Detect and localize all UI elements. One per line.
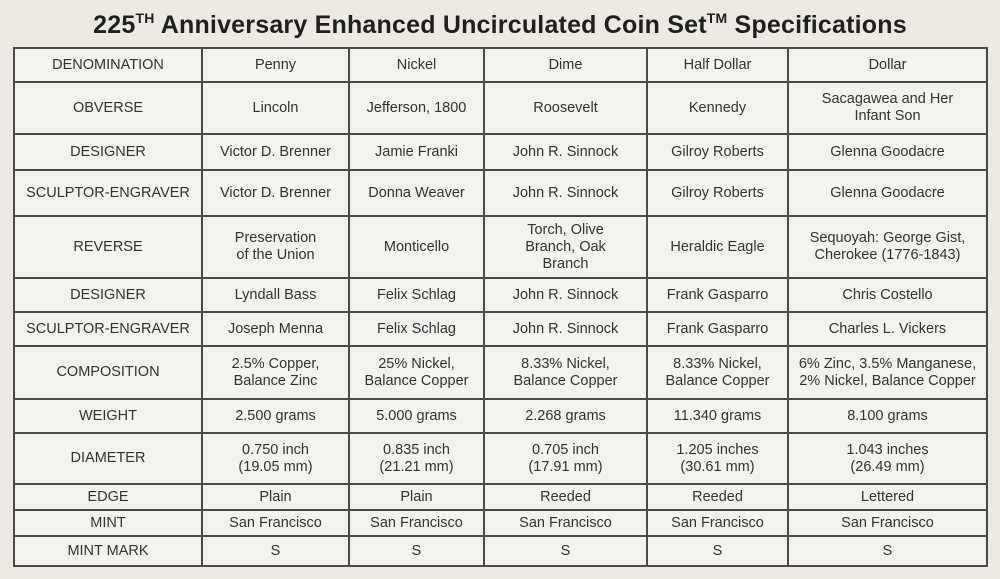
table-cell: San Francisco bbox=[201, 509, 350, 537]
table-cell: 2.5% Copper, Balance Zinc bbox=[201, 345, 350, 400]
table-row: COMPOSITION 2.5% Copper, Balance Zinc 25% N… bbox=[13, 345, 988, 400]
specifications-table: DENOMINATION Penny Nickel Dime Half Dollar Do… bbox=[13, 47, 988, 567]
row-label: OBVERSE bbox=[13, 81, 203, 135]
table-cell: 0.705 inch (17.91 mm) bbox=[483, 432, 648, 485]
table-cell: Dime bbox=[483, 47, 648, 83]
table-cell: Frank Gasparro bbox=[646, 277, 789, 313]
table-cell: Felix Schlag bbox=[348, 311, 485, 347]
row-label: REVERSE bbox=[13, 215, 203, 279]
table-cell: S bbox=[483, 535, 648, 567]
table-cell: Nickel bbox=[348, 47, 485, 83]
table-cell: 25% Nickel, Balance Copper bbox=[348, 345, 485, 400]
table-cell: Donna Weaver bbox=[348, 169, 485, 217]
title-text: Anniversary Enhanced Uncirculated Coin S… bbox=[154, 11, 707, 39]
table-cell: 1.205 inches (30.61 mm) bbox=[646, 432, 789, 485]
title-end: Specifications bbox=[727, 11, 907, 39]
table-cell: John R. Sinnock bbox=[483, 277, 648, 313]
table-row: SCULPTOR-ENGRAVER Victor D. Brenner Donna … bbox=[13, 169, 988, 217]
table-cell: 2.268 grams bbox=[483, 398, 648, 434]
table-cell: Roosevelt bbox=[483, 81, 648, 135]
table-cell: Gilroy Roberts bbox=[646, 133, 789, 171]
table-cell: Reeded bbox=[646, 483, 789, 511]
row-label: DENOMINATION bbox=[13, 47, 203, 83]
table-cell: Plain bbox=[348, 483, 485, 511]
table-cell: San Francisco bbox=[483, 509, 648, 537]
table-cell: Penny bbox=[201, 47, 350, 83]
table-row: WEIGHT 2.500 grams 5.000 grams 2.268 grams 1… bbox=[13, 398, 988, 434]
table-cell: John R. Sinnock bbox=[483, 133, 648, 171]
title-number: 225 bbox=[93, 11, 136, 39]
row-label: MINT MARK bbox=[13, 535, 203, 567]
table-row: DENOMINATION Penny Nickel Dime Half Dollar Do… bbox=[13, 47, 988, 83]
row-label: WEIGHT bbox=[13, 398, 203, 434]
table-cell: 0.750 inch (19.05 mm) bbox=[201, 432, 350, 485]
page-title: 225TH Anniversary Enhanced Uncirculated … bbox=[0, 10, 1000, 40]
table-cell: Half Dollar bbox=[646, 47, 789, 83]
table-cell: Monticello bbox=[348, 215, 485, 279]
table-cell: John R. Sinnock bbox=[483, 311, 648, 347]
row-label: DESIGNER bbox=[13, 133, 203, 171]
table-cell: 8.100 grams bbox=[787, 398, 988, 434]
table-cell: Dollar bbox=[787, 47, 988, 83]
table-cell: Torch, Olive Branch, Oak Branch bbox=[483, 215, 648, 279]
row-label: DESIGNER bbox=[13, 277, 203, 313]
row-label: SCULPTOR-ENGRAVER bbox=[13, 311, 203, 347]
table-row: OBVERSE Lincoln Jefferson, 1800 Roosevelt Ke… bbox=[13, 81, 988, 135]
table-cell: Jefferson, 1800 bbox=[348, 81, 485, 135]
table-row: SCULPTOR-ENGRAVER Joseph Menna Felix Schla… bbox=[13, 311, 988, 347]
table-cell: Frank Gasparro bbox=[646, 311, 789, 347]
table-cell: S bbox=[787, 535, 988, 567]
table-cell: Reeded bbox=[483, 483, 648, 511]
row-label: SCULPTOR-ENGRAVER bbox=[13, 169, 203, 217]
table-cell: 11.340 grams bbox=[646, 398, 789, 434]
table-cell: 2.500 grams bbox=[201, 398, 350, 434]
table-cell: Glenna Goodacre bbox=[787, 169, 988, 217]
table-cell: 8.33% Nickel, Balance Copper bbox=[646, 345, 789, 400]
row-label: COMPOSITION bbox=[13, 345, 203, 400]
table-row: MINT San Francisco San Francisco San Franci… bbox=[13, 509, 988, 537]
table-cell: Jamie Franki bbox=[348, 133, 485, 171]
table-cell: Charles L. Vickers bbox=[787, 311, 988, 347]
table-cell: Joseph Menna bbox=[201, 311, 350, 347]
table-cell: 0.835 inch (21.21 mm) bbox=[348, 432, 485, 485]
table-cell: San Francisco bbox=[646, 509, 789, 537]
row-label: MINT bbox=[13, 509, 203, 537]
table-cell: 5.000 grams bbox=[348, 398, 485, 434]
table-cell: Chris Costello bbox=[787, 277, 988, 313]
table-cell: Lyndall Bass bbox=[201, 277, 350, 313]
table-cell: Kennedy bbox=[646, 81, 789, 135]
table-cell: Preservation of the Union bbox=[201, 215, 350, 279]
table-cell: Gilroy Roberts bbox=[646, 169, 789, 217]
table-row: EDGE Plain Plain Reeded Reeded Lettered bbox=[13, 483, 988, 511]
table-cell: Glenna Goodacre bbox=[787, 133, 988, 171]
table-row: DIAMETER 0.750 inch (19.05 mm) 0.835 inch (2… bbox=[13, 432, 988, 485]
table-cell: S bbox=[348, 535, 485, 567]
table-cell: Felix Schlag bbox=[348, 277, 485, 313]
table-cell: Sacagawea and Her Infant Son bbox=[787, 81, 988, 135]
title-superscript-th: TH bbox=[135, 10, 155, 26]
table-cell: John R. Sinnock bbox=[483, 169, 648, 217]
title-trademark: TM bbox=[706, 10, 728, 26]
table-cell: San Francisco bbox=[787, 509, 988, 537]
table-row: DESIGNER Victor D. Brenner Jamie Franki Joh… bbox=[13, 133, 988, 171]
table-cell: Lettered bbox=[787, 483, 988, 511]
table-cell: S bbox=[646, 535, 789, 567]
table-cell: Lincoln bbox=[201, 81, 350, 135]
table-cell: Heraldic Eagle bbox=[646, 215, 789, 279]
table-cell: S bbox=[201, 535, 350, 567]
table-cell: 6% Zinc, 3.5% Manganese, 2% Nickel, Balan… bbox=[787, 345, 988, 400]
table-cell: Victor D. Brenner bbox=[201, 133, 350, 171]
table-row: DESIGNER Lyndall Bass Felix Schlag John R. … bbox=[13, 277, 988, 313]
table-cell: 1.043 inches (26.49 mm) bbox=[787, 432, 988, 485]
table-cell: Sequoyah: George Gist, Cherokee (1776-184… bbox=[787, 215, 988, 279]
table-cell: Plain bbox=[201, 483, 350, 511]
table-row: REVERSE Preservation of the Union Monticell… bbox=[13, 215, 988, 279]
table-cell: 8.33% Nickel, Balance Copper bbox=[483, 345, 648, 400]
table-cell: San Francisco bbox=[348, 509, 485, 537]
row-label: DIAMETER bbox=[13, 432, 203, 485]
table-cell: Victor D. Brenner bbox=[201, 169, 350, 217]
table-row: MINT MARK S S S S S bbox=[13, 535, 988, 567]
row-label: EDGE bbox=[13, 483, 203, 511]
